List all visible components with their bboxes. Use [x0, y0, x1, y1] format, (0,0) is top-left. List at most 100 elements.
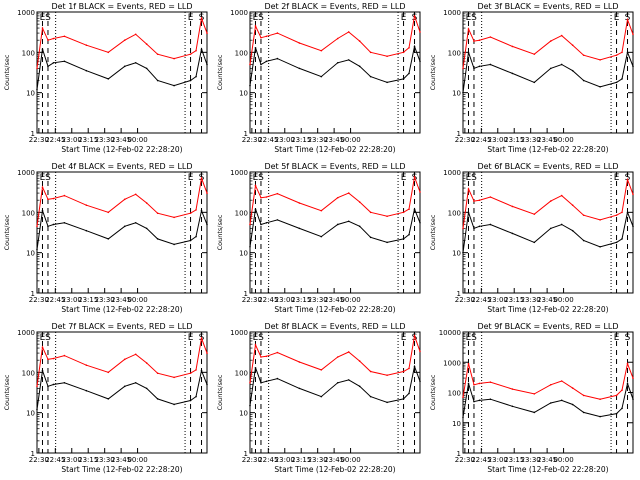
series-point: [123, 358, 126, 361]
series-point: [336, 382, 339, 384]
series-point: [599, 398, 601, 401]
series-point: [298, 227, 301, 230]
series-point: [408, 46, 410, 49]
series-point: [473, 227, 475, 230]
series-point: [173, 216, 175, 219]
plot-frame: [462, 331, 634, 454]
y-tick-label: 10: [452, 250, 461, 258]
series-point: [41, 209, 44, 212]
x-tick-label: 23:00: [62, 296, 82, 304]
series-point: [336, 37, 339, 40]
x-tick-label: 23:30: [521, 456, 541, 464]
detector-panel-1: Det 1f BLACK = Events, RED = LLD 1 10 100 10…: [3, 2, 208, 154]
x-tick-label: 23:45: [111, 136, 131, 144]
event-marker-label: E: [253, 13, 259, 23]
series-point: [85, 69, 88, 72]
series-point: [347, 379, 350, 381]
series-point: [52, 223, 55, 226]
detector-panel-7: Det 7f BLACK = Events, RED = LLD 1 10 100 10…: [3, 322, 208, 474]
series-point: [36, 67, 38, 70]
y-tick-label: 10: [239, 250, 248, 258]
series-point: [467, 51, 470, 54]
x-tick-label: 23:45: [537, 456, 557, 464]
detector-panel-3: Det 3f BLACK = Events, RED = LLD 1 10 100 10…: [429, 2, 634, 154]
y-tick-label: 1000: [17, 9, 35, 17]
series-point: [478, 382, 481, 385]
series-point: [626, 362, 629, 365]
x-tick-label: 23:00: [488, 456, 508, 464]
series-point: [173, 243, 175, 246]
series-point: [533, 241, 536, 244]
detector-panel-8: Det 8f BLACK = Events, RED = LLD 1 10 100 10…: [216, 322, 421, 474]
x-tick-label: 00:00: [553, 296, 573, 304]
y-tick-label: 10000: [439, 329, 461, 337]
series-point: [36, 385, 38, 388]
y-tick-label: 1000: [443, 169, 461, 177]
event-marker-label: E: [401, 333, 407, 343]
series-point: [626, 211, 629, 214]
series-point: [123, 65, 126, 68]
series-point: [195, 75, 197, 78]
series-point: [626, 178, 629, 181]
x-tick-label: 23:15: [504, 296, 524, 304]
x-tick-label: 00:00: [127, 456, 147, 464]
series-point: [254, 344, 257, 346]
x-tick-label: 22:30: [242, 296, 262, 304]
series-point: [582, 214, 585, 216]
plot-frame: [462, 171, 634, 294]
series-point: [632, 377, 634, 379]
series-point: [560, 380, 563, 382]
series-point: [85, 364, 88, 367]
series-point: [462, 416, 464, 419]
x-axis-label: Start Time (12-Feb-02 22:28:20): [274, 465, 395, 474]
y-tick-label: 1: [31, 130, 35, 138]
event-marker-label: E: [401, 173, 407, 183]
event-marker-label: E: [614, 173, 620, 183]
x-tick-label: 22:45: [258, 136, 278, 144]
series-point: [478, 225, 481, 228]
series-point: [571, 387, 574, 389]
detector-panel-9: Det 9f BLACK = Events, RED = LLD 1 10 100 10…: [429, 322, 634, 474]
y-tick-label: 1000: [17, 329, 35, 337]
series-line-lld: [462, 361, 634, 400]
series-point: [52, 357, 55, 360]
series-point: [254, 208, 257, 210]
series-point: [347, 351, 350, 353]
series-point: [41, 369, 44, 372]
event-marker-label: S: [471, 13, 477, 23]
x-tick-label: 22:45: [45, 456, 65, 464]
series-point: [478, 65, 481, 68]
series-point: [336, 223, 339, 226]
series-point: [549, 402, 552, 404]
series-point: [408, 208, 410, 210]
series-point: [298, 361, 301, 363]
series-point: [320, 209, 323, 212]
event-marker-label: E: [188, 13, 194, 23]
series-point: [358, 201, 361, 203]
series-point: [489, 223, 492, 226]
series-point: [462, 396, 464, 398]
x-tick-label: 23:45: [537, 296, 557, 304]
x-tick-label: 22:45: [258, 456, 278, 464]
x-tick-label: 23:15: [78, 296, 98, 304]
x-tick-label: 22:30: [29, 456, 49, 464]
series-point: [260, 63, 262, 66]
x-tick-label: 23:00: [275, 296, 295, 304]
event-marker-label: E: [614, 333, 620, 343]
detector-panel-4: Det 4f BLACK = Events, RED = LLD 1 10 100 10…: [3, 162, 208, 314]
series-point: [413, 335, 416, 337]
x-tick-label: 22:30: [455, 296, 475, 304]
event-marker-label: E: [253, 173, 259, 183]
x-axis-label: Start Time (12-Feb-02 22:28:20): [274, 145, 395, 154]
series-point: [473, 40, 475, 42]
series-point: [189, 239, 192, 242]
x-tick-label: 23:45: [324, 296, 344, 304]
series-line-lld: [249, 175, 421, 225]
plot-frame: [36, 171, 208, 294]
series-point: [276, 57, 279, 60]
series-point: [402, 398, 405, 400]
series-point: [467, 188, 470, 190]
series-point: [123, 39, 126, 41]
series-point: [615, 214, 618, 216]
x-tick-label: 23:15: [504, 136, 524, 144]
